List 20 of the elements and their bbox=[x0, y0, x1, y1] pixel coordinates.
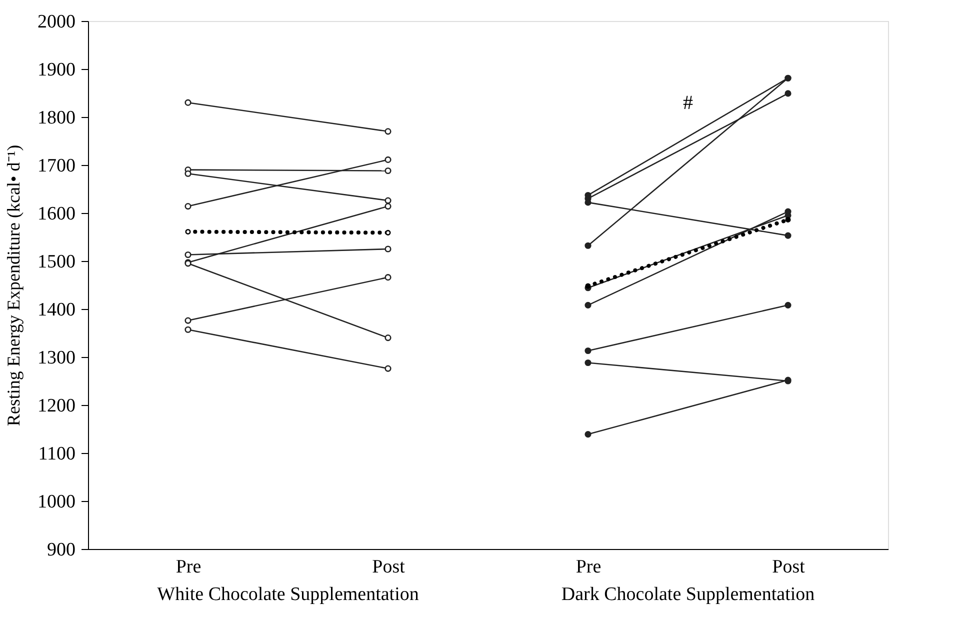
y-tick-label: 1100 bbox=[38, 444, 76, 464]
y-tick-label: 1500 bbox=[38, 252, 76, 272]
y-tick-label: 1200 bbox=[38, 396, 76, 416]
y-tick-label: 1600 bbox=[38, 204, 76, 224]
y-tick-label: 1700 bbox=[38, 156, 76, 176]
y-tick-label: 1000 bbox=[38, 492, 76, 512]
x-tick-label: Post bbox=[772, 556, 806, 578]
x-tick-label: Post bbox=[372, 556, 406, 578]
y-tick-label: 1400 bbox=[38, 300, 76, 320]
y-tick-label: 1900 bbox=[38, 60, 76, 80]
annotation: # bbox=[683, 92, 693, 114]
text: White Chocolate Supplementation bbox=[157, 584, 420, 605]
x-tick-label: Pre bbox=[576, 556, 602, 578]
text: Dark Chocolate Supplementation bbox=[561, 584, 816, 605]
y-tick-label: 1300 bbox=[38, 348, 76, 368]
y-tick-label: 900 bbox=[47, 540, 76, 560]
y-tick-label: 2000 bbox=[38, 12, 76, 32]
y-axis-title: Resting Energy Expenditure (kcal• d⁻¹) bbox=[4, 144, 24, 426]
y-tick-label: 1800 bbox=[38, 108, 76, 128]
x-tick-label: Pre bbox=[176, 556, 202, 578]
